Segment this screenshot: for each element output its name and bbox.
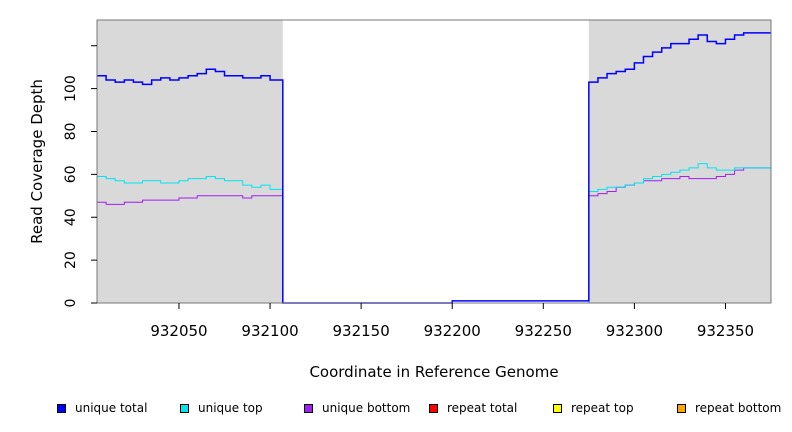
legend-item-unique-total: unique total	[57, 400, 147, 416]
legend-swatch-repeat-top	[553, 403, 562, 413]
legend-label-repeat-total: repeat total	[447, 401, 518, 415]
y-tick-label-5: 100	[63, 75, 79, 102]
legend-label-unique-top: unique top	[198, 401, 263, 415]
y-tick-label-0: 0	[63, 299, 79, 308]
legend-swatch-repeat-bottom	[677, 403, 686, 413]
x-tick-label-1: 932100	[241, 322, 298, 340]
legend-item-unique-top: unique top	[180, 400, 263, 416]
legend-swatch-repeat-total	[429, 403, 438, 413]
legend-swatch-unique-total	[57, 403, 66, 413]
x-tick-label-0: 932050	[150, 322, 207, 340]
y-tick-label-1: 20	[63, 251, 79, 269]
x-axis-label: Coordinate in Reference Genome	[309, 363, 558, 381]
x-tick-label-6: 932350	[697, 322, 754, 340]
y-tick-label-2: 40	[63, 208, 79, 226]
legend-swatch-unique-bottom	[304, 403, 313, 413]
legend-item-repeat-bottom: repeat bottom	[677, 400, 781, 416]
y-tick-label-3: 60	[63, 165, 79, 183]
shaded-region-1	[588, 20, 771, 303]
series-line-unique-bottom	[97, 165, 772, 304]
legend-label-repeat-top: repeat top	[571, 401, 634, 415]
legend-label-unique-total: unique total	[75, 401, 148, 415]
legend-item-repeat-total: repeat total	[429, 400, 517, 416]
coverage-chart: 0 20 40 60 80 100 932050 932100 932150 932200 9322…	[28, 19, 772, 381]
legend-item-unique-bottom: unique bottom	[304, 400, 410, 416]
plot-frame	[96, 19, 772, 304]
x-tick-label-3: 932200	[424, 322, 481, 340]
y-axis-label: Read Coverage Depth	[28, 79, 46, 244]
legend-label-repeat-bottom: repeat bottom	[695, 401, 782, 415]
y-tick-label-4: 80	[63, 123, 79, 141]
x-tick-label-4: 932250	[515, 322, 572, 340]
legend-swatch-unique-top	[180, 403, 189, 413]
legend-label-unique-bottom: unique bottom	[322, 401, 411, 415]
legend: unique total unique top unique bottom re…	[0, 400, 792, 420]
x-tick-label-5: 932300	[606, 322, 663, 340]
legend-item-repeat-top: repeat top	[553, 400, 634, 416]
shaded-region-0	[97, 20, 283, 303]
x-tick-label-2: 932150	[333, 322, 390, 340]
